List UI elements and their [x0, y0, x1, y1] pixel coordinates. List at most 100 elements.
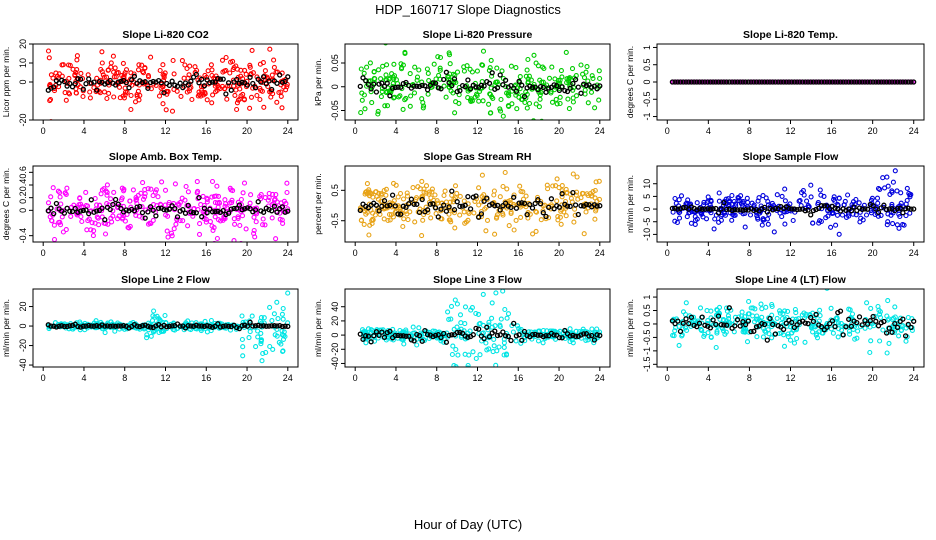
data-point: [175, 201, 181, 207]
reference-point: [710, 79, 716, 85]
data-point: [819, 206, 825, 212]
reference-point: [854, 79, 860, 85]
data-point: [777, 308, 783, 314]
data-point: [276, 339, 282, 345]
y-tick-label: 0: [642, 79, 652, 84]
data-point: [742, 224, 748, 230]
data-point: [782, 308, 788, 314]
reference-point: [537, 201, 544, 207]
x-tick-label: 0: [665, 248, 670, 258]
data-point: [416, 325, 422, 331]
data-point: [549, 64, 555, 70]
data-point: [123, 67, 130, 73]
data-point: [694, 200, 700, 206]
data-point: [769, 335, 775, 341]
data-point: [541, 65, 547, 72]
data-point: [144, 335, 150, 341]
data-point: [779, 193, 785, 199]
data-point: [68, 213, 74, 219]
data-point: [248, 94, 255, 100]
reference-point: [207, 206, 213, 212]
reference-point: [204, 323, 210, 329]
reference-point: [808, 314, 814, 321]
reference-point: [400, 80, 406, 87]
reference-point: [67, 323, 73, 329]
reference-point: [209, 209, 216, 215]
reference-point: [190, 323, 197, 329]
reference-point: [443, 339, 450, 345]
data-point: [833, 222, 839, 228]
reference-point: [459, 203, 466, 209]
reference-point: [808, 212, 814, 218]
data-point: [535, 338, 542, 344]
reference-point: [908, 79, 914, 85]
data-point: [672, 218, 678, 224]
reference-point: [435, 85, 441, 91]
reference-point: [900, 210, 906, 216]
data-point: [273, 236, 279, 242]
data-point: [221, 86, 228, 92]
reference-point: [72, 205, 78, 212]
data-point: [426, 191, 432, 197]
reference-point: [521, 200, 528, 207]
reference-point: [775, 79, 781, 85]
data-point: [104, 95, 110, 102]
data-point: [270, 346, 276, 352]
reference-point: [398, 333, 404, 339]
data-point: [50, 75, 56, 81]
data-point: [431, 61, 437, 67]
reference-point: [481, 335, 487, 342]
data-point: [384, 77, 390, 83]
reference-point: [446, 204, 452, 210]
reference-point: [145, 209, 151, 215]
data-point: [585, 121, 589, 125]
reference-point: [285, 323, 291, 330]
reference-point: [478, 333, 485, 339]
data-point: [781, 343, 788, 349]
data-point: [445, 309, 451, 315]
data-point: [455, 352, 461, 358]
reference-point: [94, 323, 100, 329]
reference-point: [269, 208, 275, 214]
reference-point: [805, 79, 811, 85]
y-tick-label: 20: [330, 316, 340, 326]
x-tick-label: 16: [201, 248, 211, 258]
reference-point: [715, 210, 722, 216]
data-point: [66, 90, 72, 96]
data-point: [171, 226, 177, 232]
reference-point: [680, 320, 686, 326]
data-point: [582, 87, 588, 93]
data-point: [185, 189, 191, 195]
data-point: [739, 202, 745, 208]
data-point: [79, 218, 85, 225]
data-point: [554, 176, 560, 182]
data-point: [454, 301, 460, 307]
data-point: [504, 315, 510, 321]
reference-point: [416, 209, 423, 216]
y-axis-label: percent per min.: [313, 173, 323, 234]
data-point: [754, 313, 760, 319]
points-layer: [357, 169, 603, 239]
reference-point: [772, 79, 779, 85]
reference-point: [500, 329, 506, 335]
reference-point: [406, 82, 412, 89]
data-point: [774, 315, 780, 321]
reference-point: [217, 324, 224, 330]
data-point: [570, 171, 576, 177]
x-tick-label: 16: [513, 373, 523, 383]
reference-point: [250, 323, 256, 329]
reference-point: [791, 79, 798, 85]
data-point: [872, 313, 878, 319]
reference-point: [389, 192, 396, 198]
reference-point: [710, 317, 716, 323]
data-point: [368, 327, 374, 333]
data-point: [261, 104, 267, 110]
reference-point: [794, 79, 800, 85]
reference-point: [772, 331, 779, 337]
data-point: [230, 67, 236, 73]
reference-point: [201, 83, 208, 89]
reference-point: [185, 82, 191, 88]
data-point: [210, 92, 216, 98]
